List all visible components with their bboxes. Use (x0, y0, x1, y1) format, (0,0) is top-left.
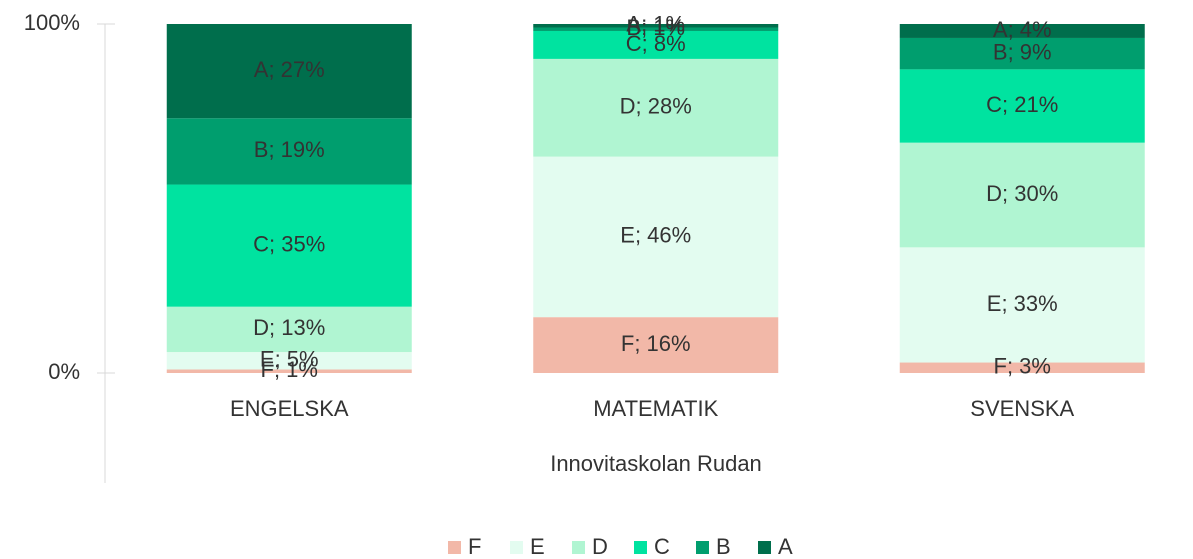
x-axis-title: Innovitaskolan Rudan (550, 451, 762, 476)
legend-label: A (778, 534, 793, 559)
data-label: B; 9% (993, 39, 1052, 64)
data-label: F; 3% (994, 354, 1051, 379)
x-tick-label: ENGELSKA (230, 396, 349, 421)
legend-label: C (654, 534, 670, 559)
bar-segment (533, 317, 779, 373)
bar-segment (166, 306, 412, 353)
bar-segment (533, 24, 779, 28)
bar-segment (533, 27, 779, 31)
bar-segment (166, 184, 412, 307)
bar-segment (166, 369, 412, 373)
bar-segment (899, 69, 1145, 143)
bar-segment (899, 142, 1145, 248)
data-label: D; 30% (986, 181, 1058, 206)
data-label: D; 13% (253, 315, 325, 340)
bar-segment (166, 352, 412, 370)
bar-segment (533, 58, 779, 157)
data-label: E; 5% (260, 347, 319, 372)
bar-segment (533, 30, 779, 59)
legend-label: D (592, 534, 608, 559)
bar-segment (899, 247, 1145, 363)
data-label: C; 21% (986, 92, 1058, 117)
data-label: A; 4% (993, 17, 1052, 42)
legend-swatch (696, 541, 709, 554)
legend-swatch (510, 541, 523, 554)
bar-segment (899, 24, 1145, 38)
data-label: A; 27% (254, 57, 325, 82)
legend-label: E (530, 534, 545, 559)
data-label: C; 8% (626, 31, 686, 56)
data-label: B; 1% (626, 15, 685, 40)
data-label: F; 16% (621, 331, 691, 356)
bar-segment (166, 118, 412, 185)
x-tick-label: SVENSKA (970, 396, 1074, 421)
x-tick-label: MATEMATIK (593, 396, 718, 421)
y-tick-label: 100% (24, 10, 80, 35)
data-label: A; 1% (626, 12, 685, 37)
legend-swatch (758, 541, 771, 554)
data-label: D; 28% (620, 94, 692, 119)
data-label: B; 19% (254, 137, 325, 162)
legend-swatch (634, 541, 647, 554)
data-label: E; 33% (987, 291, 1058, 316)
legend-swatch (448, 541, 461, 554)
bar-segment (533, 156, 779, 318)
y-tick-label: 0% (48, 359, 80, 384)
legend-swatch (572, 541, 585, 554)
legend-label: F (468, 534, 481, 559)
data-label: C; 35% (253, 231, 325, 256)
data-label: F; 1% (261, 357, 318, 382)
bar-segment (899, 37, 1145, 70)
bar-segment (166, 24, 412, 119)
legend-label: B (716, 534, 731, 559)
data-label: E; 46% (620, 223, 691, 248)
bar-segment (899, 362, 1145, 373)
